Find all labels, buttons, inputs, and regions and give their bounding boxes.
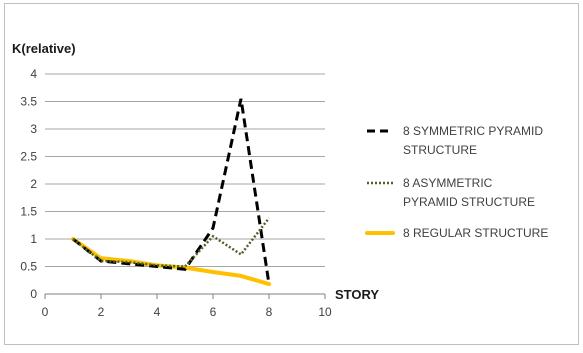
x-tick-label: 8 (266, 305, 273, 319)
legend-label: STRUCTURE (403, 143, 477, 157)
x-tick-label: 2 (98, 305, 105, 319)
y-axis-title: K(relative) (12, 41, 76, 56)
y-tick-label: 3 (30, 122, 37, 136)
x-tick-label: 4 (154, 305, 161, 319)
legend-layer: 8 SYMMETRIC PYRAMID STRUCTURE 8 ASYMMETRIC… (365, 124, 548, 240)
grid-layer (45, 73, 325, 267)
line-chart: 0 0.5 1 1.5 2 2.5 3 3.5 4 0 2 4 6 8 10 8 SYMMETRIC PYR… (12, 41, 548, 319)
series-line-dotted (72, 217, 270, 268)
y-tick-label: 1 (30, 232, 37, 246)
x-axis-title: STORY (335, 287, 379, 302)
y-tick-label: 0 (30, 287, 37, 301)
y-tick-label: 2 (30, 177, 37, 191)
axis-layer: 0 0.5 1 1.5 2 2.5 3 3.5 4 0 2 4 6 8 10 (20, 67, 332, 319)
y-tick-label: 2.5 (20, 150, 37, 164)
legend-label: PYRAMID STRUCTURE (403, 195, 535, 209)
series-line-dashed (72, 98, 271, 285)
y-tick-label: 0.5 (20, 260, 37, 274)
x-tick-label: 10 (318, 305, 332, 319)
x-tick-label: 0 (42, 305, 49, 319)
legend-label: 8 ASYMMETRIC (403, 176, 493, 190)
chart-container: 0 0.5 1 1.5 2 2.5 3 3.5 4 0 2 4 6 8 10 8 SYMMETRIC PYR… (4, 3, 579, 345)
y-tick-label: 1.5 (20, 205, 37, 219)
x-tick-label: 6 (210, 305, 217, 319)
y-tick-label: 4 (30, 67, 37, 81)
legend-label: 8 REGULAR STRUCTURE (403, 226, 548, 240)
series-layer (71, 98, 271, 287)
y-tick-label: 3.5 (20, 95, 37, 109)
legend-label: 8 SYMMETRIC PYRAMID (403, 124, 543, 138)
